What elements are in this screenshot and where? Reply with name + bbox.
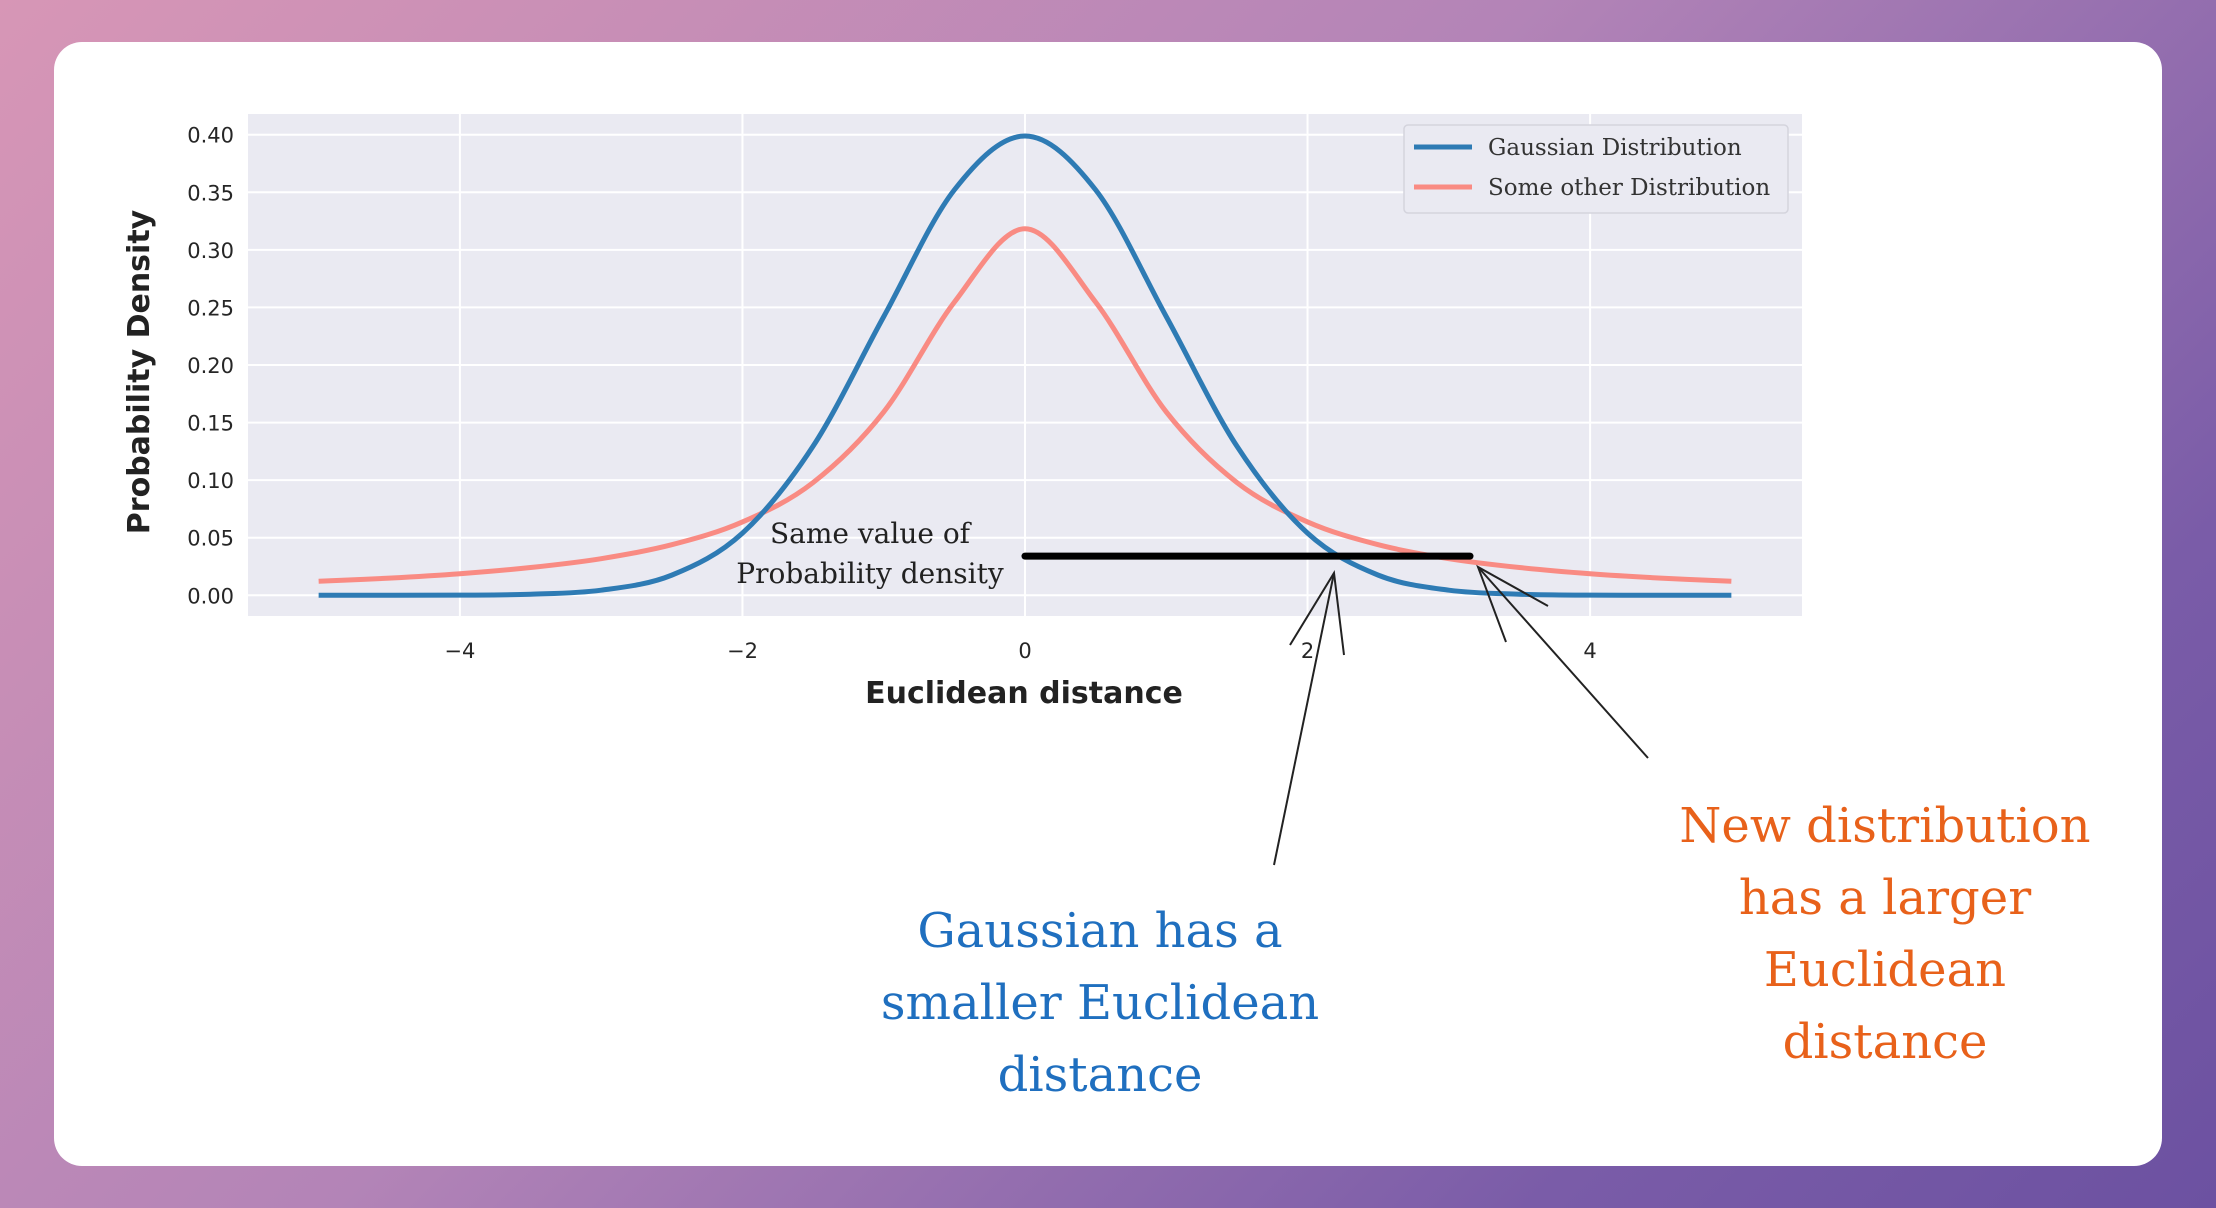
- legend-label-gaussian: Gaussian Distribution: [1488, 135, 1742, 161]
- other-arrowhead: [1476, 564, 1549, 643]
- other-callout-line-4: distance: [1783, 1014, 1988, 1070]
- other-callout-line-2: has a larger: [1739, 870, 2031, 926]
- y-axis-label: Probability Density: [122, 209, 157, 534]
- other-callout-line-1: New distribution: [1679, 798, 2090, 854]
- pointer-arrows: [1273, 564, 1649, 866]
- y-tick-label: 0.00: [187, 584, 234, 608]
- series-line-gaussian: [318, 133, 1732, 598]
- note-line-1: Same value of: [770, 517, 973, 550]
- note-line-2: Probability density: [736, 557, 1004, 590]
- gaussian-callout-line-2: smaller Euclidean: [881, 975, 1319, 1031]
- gaussian-arrow: [1273, 572, 1335, 866]
- other-arrow: [1477, 566, 1649, 759]
- x-tick-label: 4: [1583, 639, 1596, 663]
- y-tick-label: 0.20: [187, 354, 234, 378]
- legend-box: [1403, 124, 1789, 214]
- x-tick-label: −4: [444, 639, 475, 663]
- x-tick-label: 2: [1301, 639, 1314, 663]
- y-tick-label: 0.10: [187, 469, 234, 493]
- other-callout-line-3: Euclidean: [1764, 942, 2006, 998]
- y-tick-label: 0.25: [187, 296, 234, 320]
- series-lines: [318, 133, 1732, 598]
- gaussian-callout: Gaussian has a smaller Euclidean distanc…: [881, 903, 1319, 1103]
- y-tick-label: 0.15: [187, 412, 234, 436]
- legend-label-other: Some other Distribution: [1488, 175, 1770, 201]
- y-tick-label: 0.35: [187, 181, 234, 205]
- x-tick-label: −2: [727, 639, 758, 663]
- x-axis-label: Euclidean distance: [865, 676, 1183, 711]
- x-tick-labels: −4 −2 0 2 4: [444, 639, 1596, 663]
- gaussian-callout-line-3: distance: [998, 1047, 1203, 1103]
- other-callout: New distribution has a larger Euclidean …: [1679, 798, 2090, 1070]
- y-tick-label: 0.05: [187, 527, 234, 551]
- y-tick-labels: 0.00 0.05 0.10 0.15 0.20 0.25 0.30 0.35 0.40: [187, 124, 234, 609]
- y-tick-label: 0.40: [187, 124, 234, 148]
- x-tick-label: 0: [1018, 639, 1031, 663]
- gaussian-arrowhead: [1289, 570, 1345, 656]
- y-tick-label: 0.30: [187, 239, 234, 263]
- legend: Gaussian Distribution Some other Distrib…: [1403, 124, 1789, 214]
- series-line-other: [318, 226, 1732, 584]
- gaussian-callout-line-1: Gaussian has a: [917, 903, 1282, 959]
